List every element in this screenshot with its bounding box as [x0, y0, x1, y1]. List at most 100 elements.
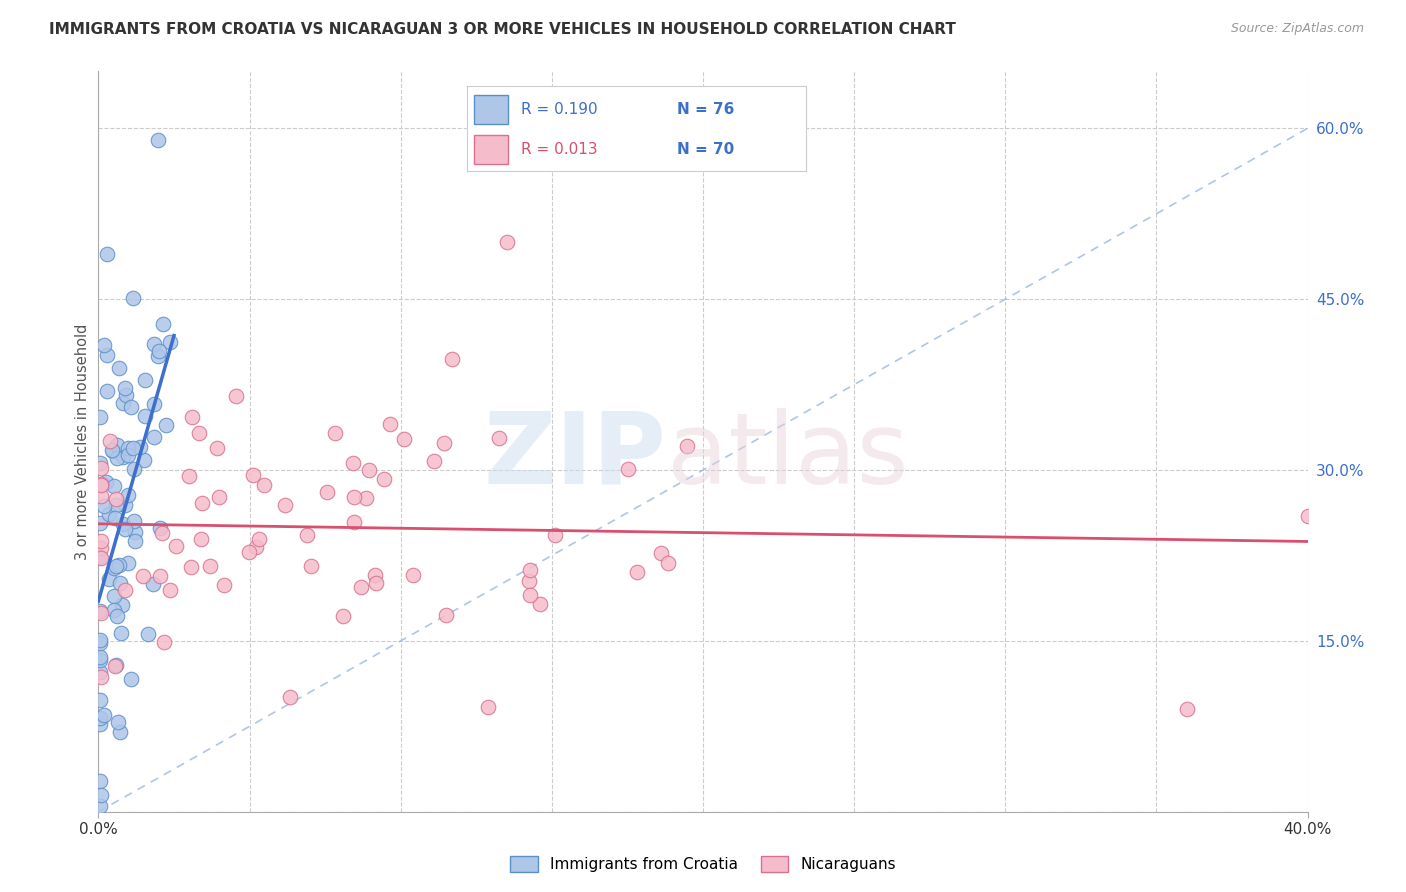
Point — [108, 575, 131, 590]
Point — [1175, 702, 1198, 716]
Point — [423, 454, 446, 468]
Point — [103, 659, 125, 673]
Legend: Immigrants from Croatia, Nicaraguans: Immigrants from Croatia, Nicaraguans — [502, 848, 904, 880]
Point — [650, 546, 672, 560]
Point — [380, 417, 402, 432]
Point — [273, 498, 295, 512]
Point — [299, 558, 322, 573]
Point — [617, 462, 640, 476]
Point — [114, 498, 136, 512]
Point — [103, 561, 125, 575]
Point — [323, 426, 346, 441]
Point — [495, 235, 517, 250]
Point — [96, 348, 118, 362]
Point — [343, 490, 366, 504]
Point — [249, 532, 271, 546]
Point — [97, 507, 120, 521]
Point — [148, 343, 170, 358]
Point — [238, 545, 260, 559]
Point — [114, 381, 136, 395]
Point — [89, 717, 111, 731]
Point — [90, 788, 112, 802]
Point — [159, 335, 181, 350]
Point — [149, 568, 172, 582]
Point — [98, 434, 121, 449]
Point — [129, 440, 152, 454]
Point — [198, 558, 221, 573]
Point — [208, 490, 231, 504]
Point — [657, 556, 679, 570]
Point — [342, 456, 364, 470]
Text: ZIP: ZIP — [484, 408, 666, 505]
Point — [402, 568, 425, 582]
Point — [89, 693, 111, 707]
Point — [131, 569, 153, 583]
Point — [373, 472, 395, 486]
Point — [155, 417, 177, 432]
Point — [100, 442, 122, 457]
Point — [134, 452, 156, 467]
Point — [115, 388, 138, 402]
Point — [434, 607, 457, 622]
Point — [519, 563, 541, 577]
Point — [359, 462, 381, 476]
Point — [117, 488, 139, 502]
Point — [364, 576, 387, 591]
Point — [120, 672, 142, 686]
Point — [142, 577, 165, 591]
Point — [180, 559, 202, 574]
Point — [676, 439, 699, 453]
Point — [488, 431, 510, 445]
Point — [544, 528, 567, 542]
Point — [89, 635, 111, 649]
Point — [181, 410, 204, 425]
Point — [278, 690, 301, 704]
Point — [149, 521, 172, 535]
Point — [364, 568, 387, 582]
Point — [134, 409, 156, 424]
Point — [89, 650, 111, 665]
Point — [477, 699, 499, 714]
Point — [245, 541, 267, 555]
Point — [104, 491, 127, 506]
Point — [332, 609, 354, 624]
Point — [529, 597, 551, 611]
Point — [105, 438, 128, 452]
Point — [111, 599, 134, 613]
Point — [122, 514, 145, 528]
Point — [89, 653, 111, 667]
Point — [1296, 508, 1319, 523]
Point — [626, 565, 648, 579]
Point — [117, 556, 139, 570]
Point — [90, 606, 112, 620]
Text: IMMIGRANTS FROM CROATIA VS NICARAGUAN 3 OR MORE VEHICLES IN HOUSEHOLD CORRELATIO: IMMIGRANTS FROM CROATIA VS NICARAGUAN 3 … — [49, 22, 956, 37]
Text: atlas: atlas — [666, 408, 908, 505]
Point — [90, 541, 112, 555]
Point — [107, 450, 129, 465]
Point — [440, 352, 463, 367]
Point — [89, 665, 111, 679]
Point — [94, 475, 117, 489]
Point — [104, 498, 127, 512]
Point — [104, 511, 127, 525]
Point — [107, 558, 129, 572]
Point — [124, 462, 146, 476]
Point — [93, 499, 115, 513]
Point — [90, 461, 112, 475]
Point — [90, 534, 112, 549]
Point — [93, 707, 115, 722]
Point — [153, 635, 176, 649]
Point — [90, 489, 112, 503]
Point — [152, 317, 174, 331]
Point — [103, 589, 125, 603]
Point — [191, 496, 214, 510]
Point — [98, 572, 121, 586]
Point — [89, 799, 111, 814]
Point — [90, 550, 112, 565]
Point — [103, 479, 125, 493]
Point — [96, 384, 118, 398]
Point — [111, 450, 134, 464]
Point — [114, 582, 136, 597]
Point — [136, 627, 159, 641]
Point — [124, 533, 146, 548]
